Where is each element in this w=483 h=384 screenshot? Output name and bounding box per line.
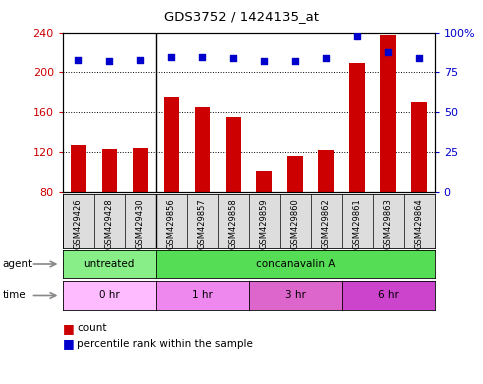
Bar (164, 98, 179, 192)
Bar (287, 156, 303, 192)
Text: GSM429426: GSM429426 (74, 198, 83, 249)
Bar (132, 148, 148, 192)
Bar (195, 108, 210, 192)
Text: GSM429858: GSM429858 (229, 198, 238, 249)
Text: untreated: untreated (84, 259, 135, 269)
Point (136, 57, 144, 63)
Text: concanavalin A: concanavalin A (256, 259, 335, 269)
Text: GSM429864: GSM429864 (415, 198, 424, 249)
Text: time: time (2, 290, 26, 301)
Text: GSM429856: GSM429856 (167, 198, 176, 249)
Text: 6 hr: 6 hr (378, 290, 398, 301)
Bar (256, 171, 272, 192)
Text: percentile rank within the sample: percentile rank within the sample (77, 339, 253, 349)
Point (384, 49, 392, 55)
Point (168, 53, 175, 60)
Text: GSM429430: GSM429430 (136, 198, 145, 249)
Text: GSM429861: GSM429861 (353, 198, 362, 249)
Text: count: count (77, 323, 107, 333)
Bar (350, 63, 365, 192)
Point (260, 58, 268, 65)
Text: GSM429428: GSM429428 (105, 198, 114, 249)
Text: GSM429859: GSM429859 (260, 198, 269, 249)
Text: ■: ■ (63, 337, 74, 350)
Text: GSM429857: GSM429857 (198, 198, 207, 249)
Text: GSM429862: GSM429862 (322, 198, 331, 249)
Text: agent: agent (2, 259, 32, 269)
Point (322, 55, 330, 61)
Bar (226, 117, 241, 192)
Bar (381, 35, 396, 192)
Text: ■: ■ (63, 322, 74, 335)
Point (74, 57, 82, 63)
Text: 1 hr: 1 hr (192, 290, 213, 301)
Point (291, 58, 299, 65)
Text: 3 hr: 3 hr (285, 290, 306, 301)
Bar (101, 149, 117, 192)
Text: GSM429860: GSM429860 (291, 198, 300, 249)
Bar (71, 145, 86, 192)
Point (354, 33, 361, 39)
Point (105, 58, 113, 65)
Point (229, 55, 237, 61)
Point (199, 53, 206, 60)
Text: GDS3752 / 1424135_at: GDS3752 / 1424135_at (164, 10, 319, 23)
Bar (412, 103, 427, 192)
Point (415, 55, 423, 61)
Text: 0 hr: 0 hr (99, 290, 120, 301)
Text: GSM429863: GSM429863 (384, 198, 393, 249)
Bar (318, 150, 334, 192)
